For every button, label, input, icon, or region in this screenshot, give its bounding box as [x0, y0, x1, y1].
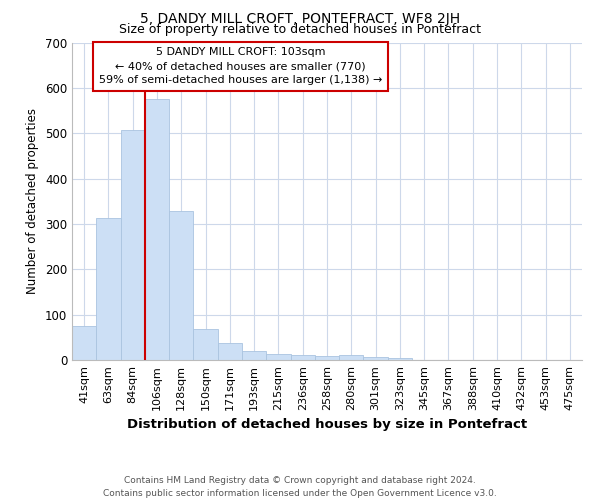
Bar	[193, 329, 218, 360]
Text: 5, DANDY MILL CROFT, PONTEFRACT, WF8 2JH: 5, DANDY MILL CROFT, PONTEFRACT, WF8 2JH	[140, 12, 460, 26]
Bar	[242, 351, 266, 360]
Bar	[145, 99, 169, 360]
Bar	[218, 343, 242, 360]
Bar	[315, 356, 339, 360]
Text: Contains HM Land Registry data © Crown copyright and database right 2024.
Contai: Contains HM Land Registry data © Crown c…	[103, 476, 497, 498]
Bar	[290, 356, 315, 360]
Bar	[266, 354, 290, 360]
Bar	[169, 211, 193, 360]
X-axis label: Distribution of detached houses by size in Pontefract: Distribution of detached houses by size …	[127, 418, 527, 431]
Bar	[121, 130, 145, 360]
Bar	[72, 326, 96, 360]
Text: 5 DANDY MILL CROFT: 103sqm
← 40% of detached houses are smaller (770)
59% of sem: 5 DANDY MILL CROFT: 103sqm ← 40% of deta…	[98, 48, 382, 86]
Y-axis label: Number of detached properties: Number of detached properties	[26, 108, 40, 294]
Bar	[339, 354, 364, 360]
Bar	[388, 358, 412, 360]
Bar	[96, 218, 121, 360]
Bar	[364, 357, 388, 360]
Text: Size of property relative to detached houses in Pontefract: Size of property relative to detached ho…	[119, 23, 481, 36]
